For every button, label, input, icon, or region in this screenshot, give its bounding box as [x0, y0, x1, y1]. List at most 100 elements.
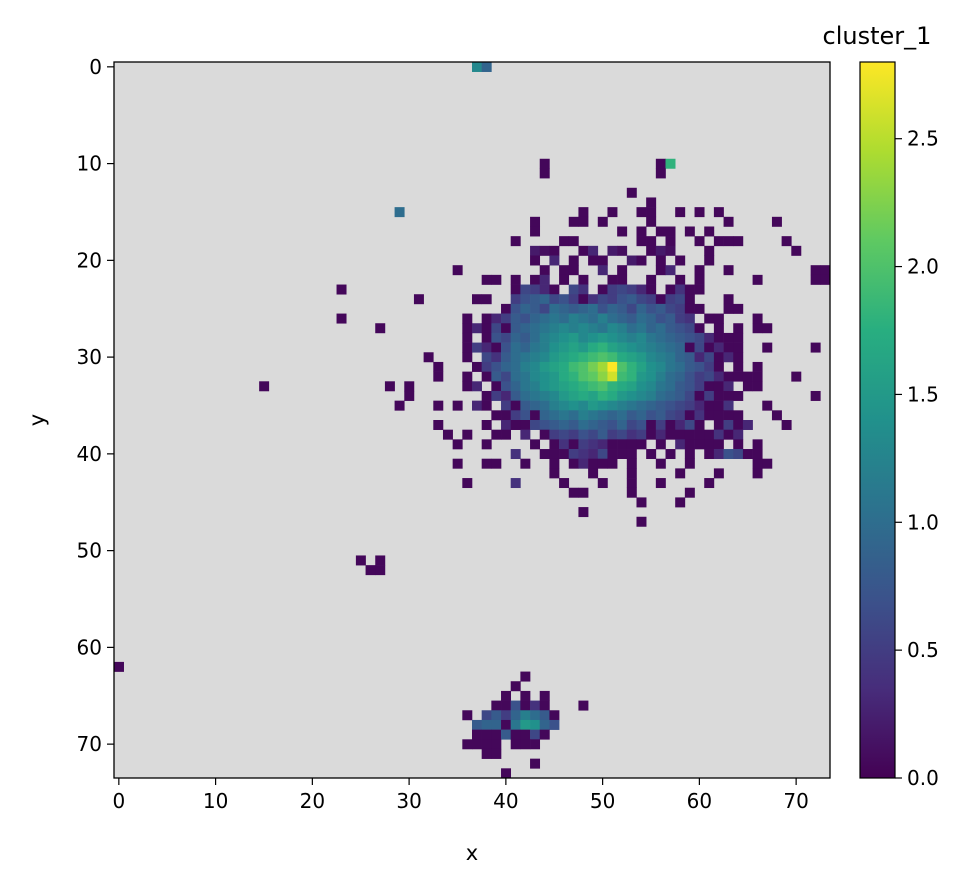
heatmap-cell — [472, 381, 482, 392]
heatmap-cell — [520, 284, 531, 295]
heatmap-cell — [375, 565, 386, 576]
heatmap-cell — [597, 478, 608, 489]
heatmap-cell — [723, 216, 734, 227]
heatmap-cell — [491, 719, 502, 730]
heatmap-cell — [684, 313, 695, 324]
heatmap-cell — [549, 361, 560, 372]
heatmap-cell — [646, 352, 657, 363]
heatmap-cell — [568, 458, 579, 469]
heatmap-cell — [588, 371, 599, 382]
heatmap-cell — [646, 429, 657, 440]
heatmap-cell — [510, 332, 521, 343]
heatmap-cell — [510, 719, 521, 730]
heatmap-cell — [559, 303, 570, 314]
heatmap-cell — [646, 207, 657, 218]
heatmap-cell — [733, 390, 744, 401]
heatmap-cell — [501, 361, 512, 372]
heatmap-cell — [607, 420, 618, 430]
heatmap-cell — [520, 690, 531, 701]
heatmap-cell — [559, 390, 570, 401]
heatmap-cell — [646, 294, 657, 305]
heatmap-cell — [626, 439, 637, 450]
heatmap-cell — [626, 313, 637, 324]
heatmap-cell — [617, 226, 628, 237]
heatmap-cell — [568, 216, 579, 227]
heatmap-cell — [578, 458, 589, 469]
heatmap-cell — [578, 420, 589, 430]
heatmap-cell — [549, 429, 560, 440]
heatmap-cell — [646, 381, 657, 392]
heatmap-cell — [501, 371, 512, 382]
heatmap-cell — [810, 390, 821, 401]
heatmap-cell — [665, 265, 676, 276]
heatmap-cell — [491, 700, 502, 711]
heatmap-cell — [549, 342, 560, 353]
heatmap-cell — [520, 303, 531, 314]
heatmap-cell — [568, 265, 579, 276]
heatmap-cell — [568, 361, 579, 372]
heatmap-cell — [520, 381, 531, 392]
heatmap-cell — [646, 410, 657, 421]
heatmap-cell — [752, 439, 763, 450]
heatmap-cell — [723, 390, 734, 401]
heatmap-cell — [607, 390, 618, 401]
heatmap-cell — [723, 371, 734, 382]
heatmap-cell — [626, 332, 637, 343]
heatmap-cell — [530, 245, 541, 256]
heatmap-cell — [597, 429, 608, 440]
heatmap-cell — [549, 284, 560, 295]
heatmap-cell — [501, 710, 512, 721]
heatmap-cell — [462, 429, 473, 440]
heatmap-cell — [491, 739, 502, 750]
heatmap-cell — [578, 332, 589, 343]
heatmap-cell — [704, 245, 715, 256]
heatmap-cell — [578, 303, 589, 314]
heatmap-cell — [636, 313, 647, 324]
heatmap-cell — [646, 449, 657, 460]
heatmap-cell — [713, 390, 724, 401]
heatmap-cell — [665, 313, 676, 324]
heatmap-cell — [491, 342, 502, 353]
heatmap-cell — [530, 226, 541, 237]
heatmap-cell — [568, 342, 579, 353]
y-tick-label: 10 — [77, 152, 102, 176]
heatmap-cell — [365, 565, 376, 576]
heatmap-cell — [578, 294, 589, 305]
heatmap-cell — [655, 265, 666, 276]
heatmap-cell — [694, 207, 705, 218]
heatmap-cell — [491, 371, 502, 382]
heatmap-cell — [646, 313, 657, 324]
heatmap-cell — [462, 352, 473, 363]
heatmap-cell — [694, 420, 705, 430]
heatmap-cell — [530, 274, 541, 285]
heatmap-cell — [520, 420, 531, 430]
heatmap-cell — [723, 332, 734, 343]
heatmap-cell — [704, 429, 715, 440]
plot-frame — [113, 61, 831, 779]
heatmap-cell — [626, 371, 637, 382]
y-tick-label: 70 — [77, 732, 102, 756]
heatmap-cell — [665, 449, 676, 460]
heatmap-cell — [617, 265, 628, 276]
heatmap-cell — [481, 371, 492, 382]
heatmap-cell — [675, 390, 686, 401]
heatmap-cell — [655, 420, 666, 430]
heatmap-cell — [549, 332, 560, 343]
heatmap-cell — [733, 303, 744, 314]
heatmap-cell — [520, 710, 531, 721]
heatmap-cell — [530, 361, 541, 372]
heatmap-cell — [568, 429, 579, 440]
heatmap-cell — [733, 323, 744, 334]
heatmap-cell — [559, 294, 570, 305]
heatmap-cell — [675, 284, 686, 295]
heatmap-cell — [733, 429, 744, 440]
heatmap-cell — [607, 342, 618, 353]
heatmap-cell — [597, 294, 608, 305]
heatmap-cell — [694, 265, 705, 276]
heatmap-cell — [742, 381, 753, 392]
heatmap-cell — [762, 458, 773, 469]
heatmap-cell — [655, 400, 666, 411]
heatmap-cell — [520, 342, 531, 353]
heatmap-cell — [588, 361, 599, 372]
heatmap-cell — [472, 294, 482, 305]
